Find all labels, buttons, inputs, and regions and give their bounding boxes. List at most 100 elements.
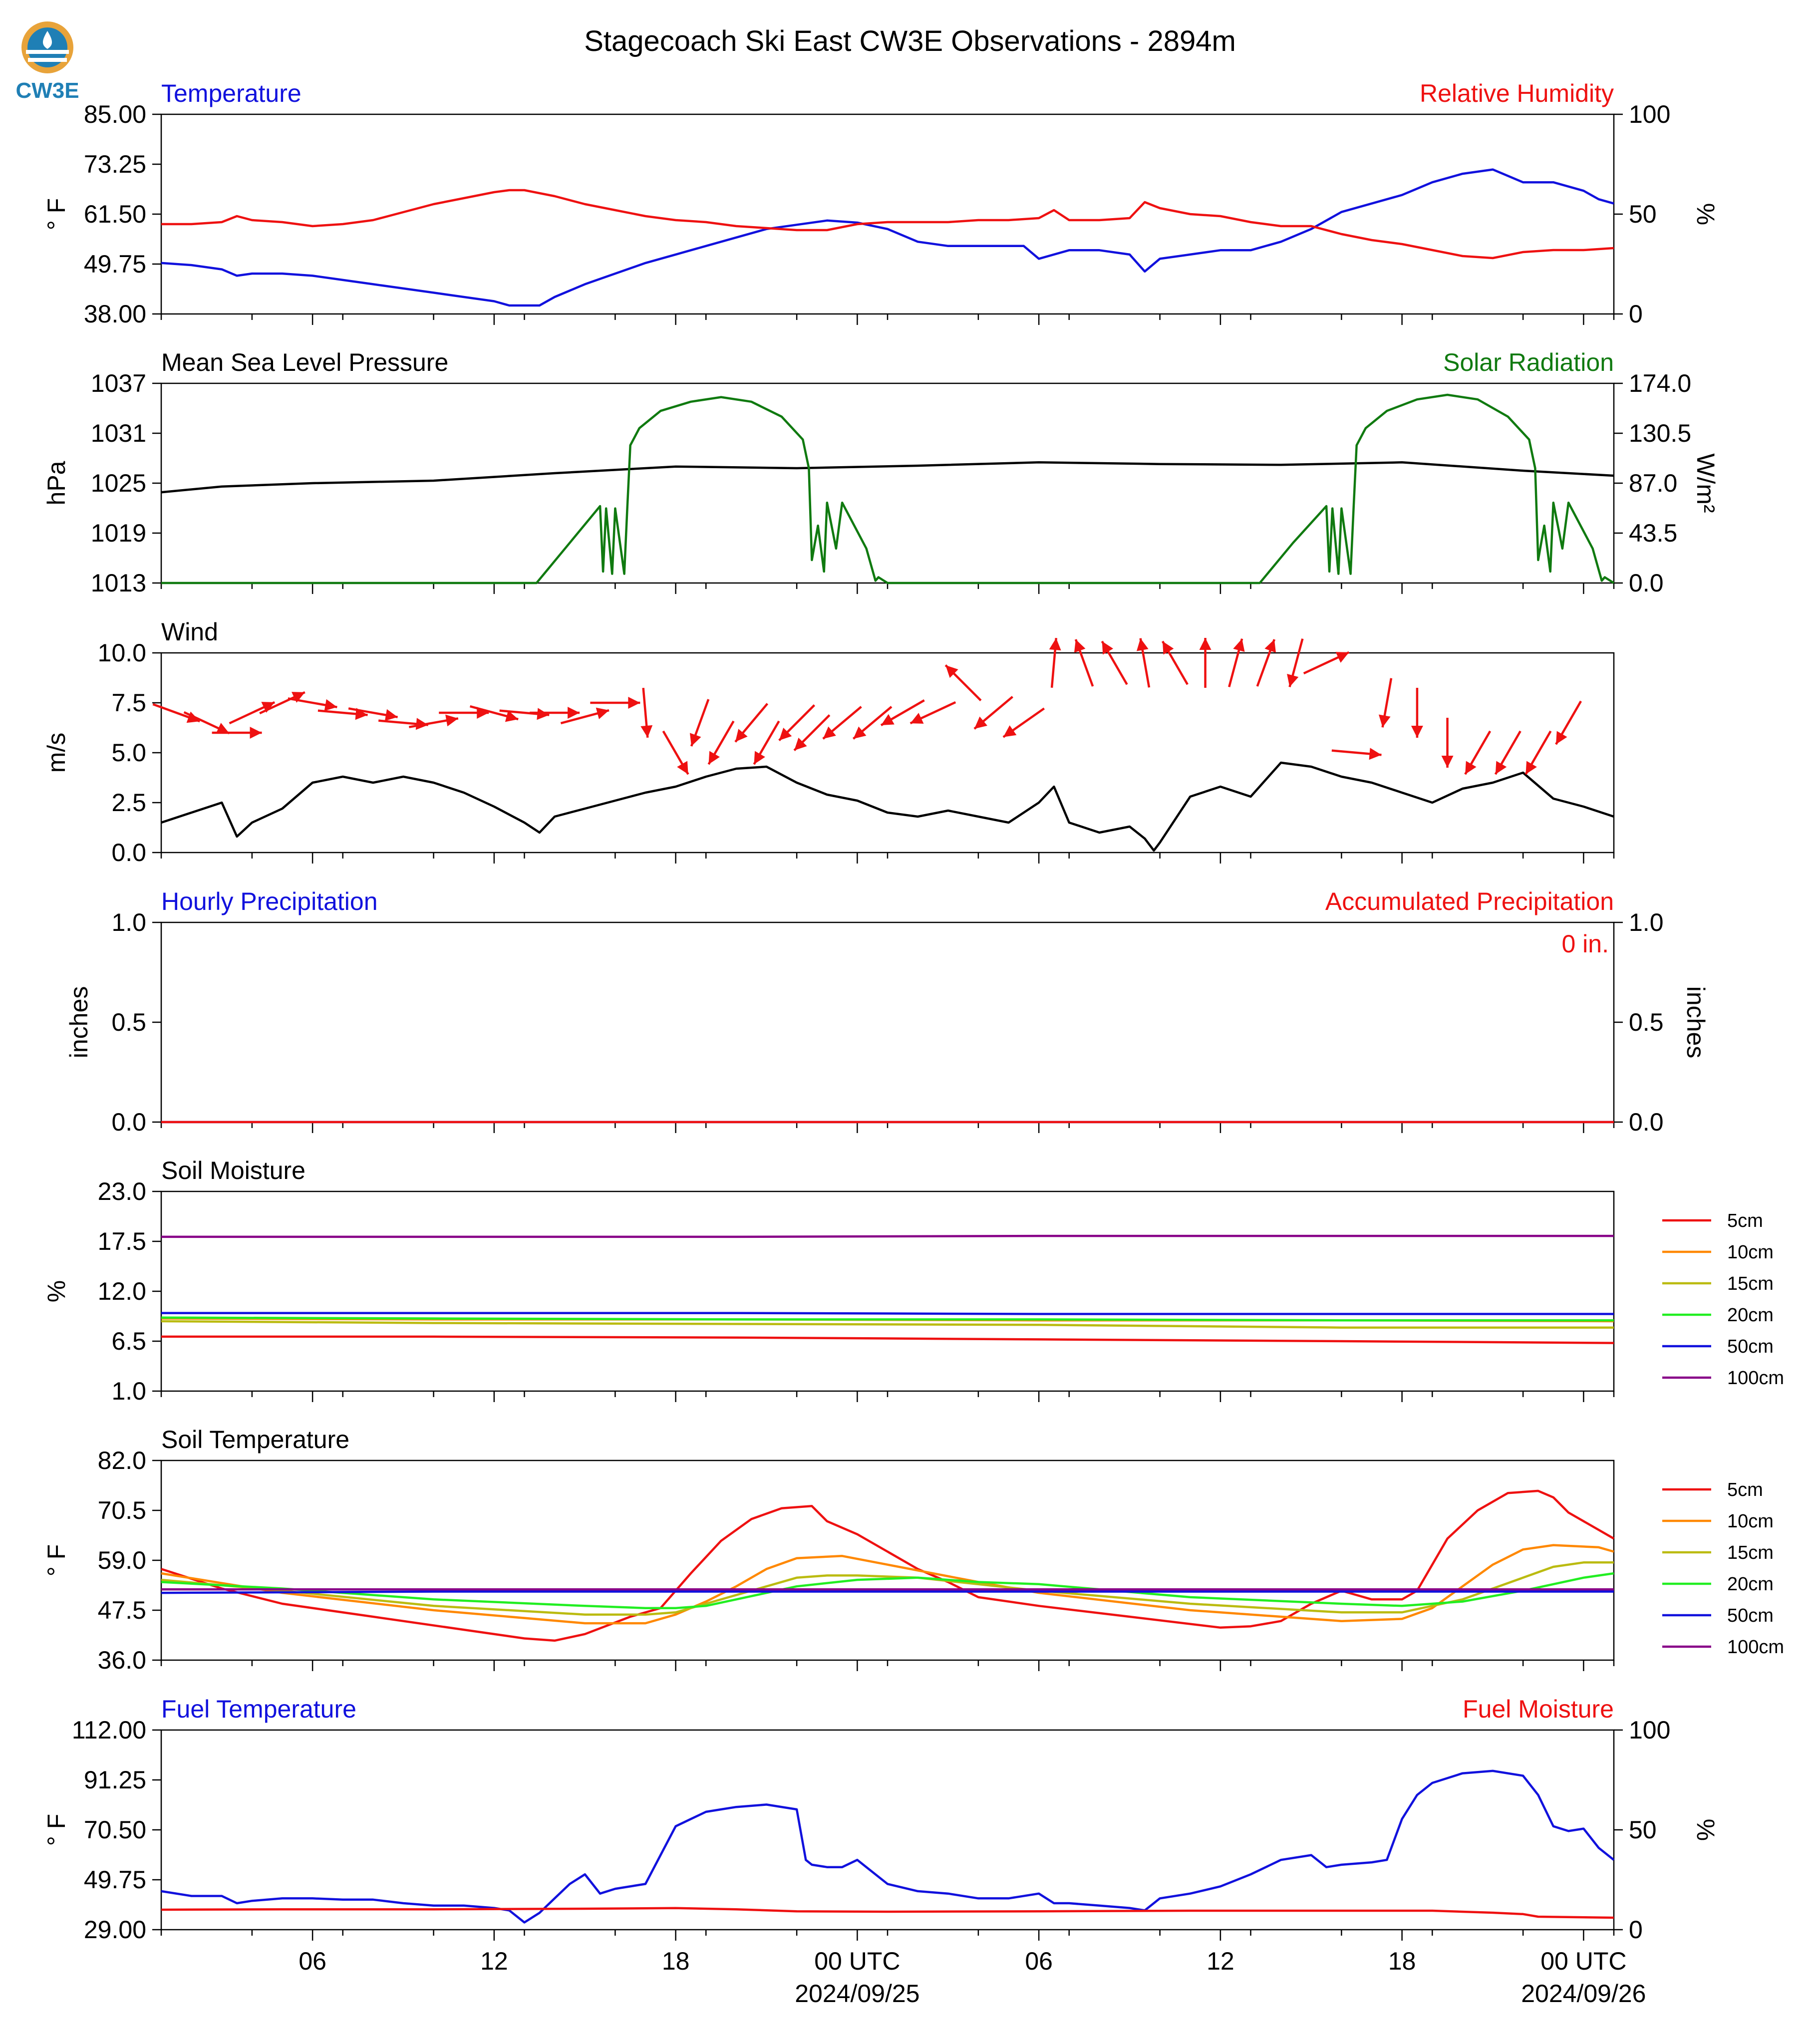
panel-title-left: Mean Sea Level Pressure <box>161 348 448 376</box>
series-line-fuel-temperature <box>161 1769 1615 1924</box>
wind-arrow-head <box>945 665 958 678</box>
wind-arrow-head <box>324 699 337 711</box>
wind-arrow <box>1161 640 1189 685</box>
y-left-tick-label: 1.0 <box>111 908 146 936</box>
chart-panels: 38.00 49.75 61.50 73.25 85.00 0 50 100 Temperatu… <box>42 79 1784 2008</box>
wind-arrow-head <box>708 751 720 765</box>
wind-arrow-head <box>1335 652 1349 663</box>
y-right-tick-label: 0.0 <box>1629 1108 1664 1136</box>
wind-arrow <box>408 714 459 728</box>
y-left-tick-label: 29.00 <box>84 1916 146 1944</box>
wind-arrow <box>753 720 780 765</box>
y-left-tick-label: 49.75 <box>84 250 146 278</box>
y-right-tick-label: 100 <box>1629 1716 1670 1744</box>
y-right-tick-label: 50 <box>1629 1816 1657 1844</box>
wind-arrow <box>793 714 831 751</box>
series-line-20cm <box>161 1572 1614 1609</box>
y-left-tick-label: 61.50 <box>84 200 146 228</box>
y-axis-label-right: W/m² <box>1692 453 1720 513</box>
y-axis-label-left: ° F <box>42 1814 70 1846</box>
x-tick-label: 12 <box>1207 1947 1234 1975</box>
wind-arrow <box>1136 638 1151 688</box>
logo-wave-2 <box>28 58 67 62</box>
series-line-solar-radiation <box>161 393 1615 584</box>
y-axis-label-right: % <box>1692 1819 1720 1841</box>
logo-drop <box>42 31 52 49</box>
panel-title-right: Fuel Moisture <box>1463 1695 1614 1723</box>
series-line-temperature <box>161 168 1614 307</box>
panel-soil_moisture: 1.0 6.5 12.0 17.5 23.0 Soil Moisture% 5cm 10cm 1… <box>42 1157 1784 1405</box>
wind-arrow <box>707 720 735 765</box>
wind-arrow-head <box>735 729 748 742</box>
wind-arrow <box>259 691 305 715</box>
y-right-tick-label: 0 <box>1629 1916 1643 1944</box>
y-left-tick-label: 0.0 <box>111 839 146 867</box>
wind-arrow-head <box>1465 761 1477 775</box>
legend-label: 15cm <box>1727 1542 1774 1563</box>
wind-arrow-head <box>794 737 807 751</box>
y-left-tick-label: 36.0 <box>98 1646 146 1674</box>
wind-arrow-head <box>505 710 519 722</box>
legend: 5cm 10cm 15cm 20cm 50cm 100cm <box>1662 1479 1784 1658</box>
y-right-tick-label: 0.5 <box>1629 1008 1664 1036</box>
wind-arrow-head <box>1287 674 1299 687</box>
x-tick-label: 00 UTC <box>1540 1947 1626 1975</box>
legend: 5cm 10cm 15cm 20cm 50cm 100cm <box>1662 1210 1784 1389</box>
wind-arrow-head <box>1411 726 1423 738</box>
wind-arrow-head <box>1162 641 1174 655</box>
series-line-mean-sea-level-pressure <box>161 461 1614 494</box>
wind-arrow-head <box>910 713 924 724</box>
y-left-tick-label: 49.75 <box>84 1866 146 1894</box>
wind-arrow-head <box>261 702 275 713</box>
wind-arrow <box>880 699 925 726</box>
y-left-tick-label: 91.25 <box>84 1766 146 1794</box>
x-tick-label: 00 UTC <box>814 1947 900 1975</box>
x-tick-label: 18 <box>662 1947 690 1975</box>
wind-arrow-head <box>568 707 580 719</box>
series-line-5cm <box>161 1335 1614 1344</box>
y-left-tick-label: 6.5 <box>111 1327 146 1355</box>
wind-arrow-head <box>216 723 230 734</box>
y-left-tick-label: 0.0 <box>111 1108 146 1136</box>
legend-label: 5cm <box>1727 1210 1763 1231</box>
wind-arrow-head <box>384 709 398 721</box>
wind-arrow <box>499 708 550 720</box>
wind-arrow-head <box>689 733 701 746</box>
wind-arrow <box>348 707 398 721</box>
wind-arrow-head <box>881 714 895 725</box>
wind-arrow <box>1331 748 1382 760</box>
x-tick-label: 06 <box>1025 1947 1053 1975</box>
x-date-label: 2024/09/26 <box>1521 1980 1646 2008</box>
wind-arrow <box>288 697 337 711</box>
y-left-tick-label: 70.5 <box>98 1496 146 1524</box>
legend-label: 100cm <box>1727 1368 1784 1389</box>
y-left-tick-label: 5.0 <box>111 739 146 767</box>
panel-soil_temperature: 36.0 47.5 59.0 70.5 82.0 Soil Temperature ° F 5… <box>42 1426 1784 1674</box>
wind-arrow <box>229 701 276 725</box>
wind-arrow <box>778 704 816 741</box>
y-right-tick-label: 0 <box>1629 300 1643 328</box>
legend-label: 100cm <box>1727 1637 1784 1658</box>
y-left-tick-label: 70.50 <box>84 1816 146 1844</box>
wind-arrow-head <box>628 697 640 709</box>
panel-title-right: Solar Radiation <box>1443 348 1614 376</box>
y-axis-label-left: % <box>42 1280 70 1302</box>
wind-arrow-head <box>640 725 653 738</box>
wind-arrow-head <box>596 707 609 719</box>
wind-arrow <box>1378 678 1393 728</box>
wind-arrow <box>973 696 1013 730</box>
wind-arrow-head <box>1003 725 1017 737</box>
precip-total-label: 0 in. <box>1561 930 1609 958</box>
series-line-15cm <box>161 1561 1614 1616</box>
y-left-tick-label: 1025 <box>91 469 146 497</box>
y-left-tick-label: 17.5 <box>98 1227 146 1255</box>
wind-arrow-head <box>1441 756 1454 768</box>
y-right-tick-label: 87.0 <box>1629 469 1677 497</box>
logo-text: CW3E <box>15 78 79 103</box>
y-left-tick-label: 1.0 <box>111 1377 146 1405</box>
wind-arrow <box>1101 640 1128 685</box>
wind-arrow-head <box>1378 714 1391 728</box>
panel-title-left: Soil Temperature <box>161 1426 349 1453</box>
legend-label: 5cm <box>1727 1479 1763 1500</box>
y-axis-label-left: m/s <box>42 733 70 773</box>
